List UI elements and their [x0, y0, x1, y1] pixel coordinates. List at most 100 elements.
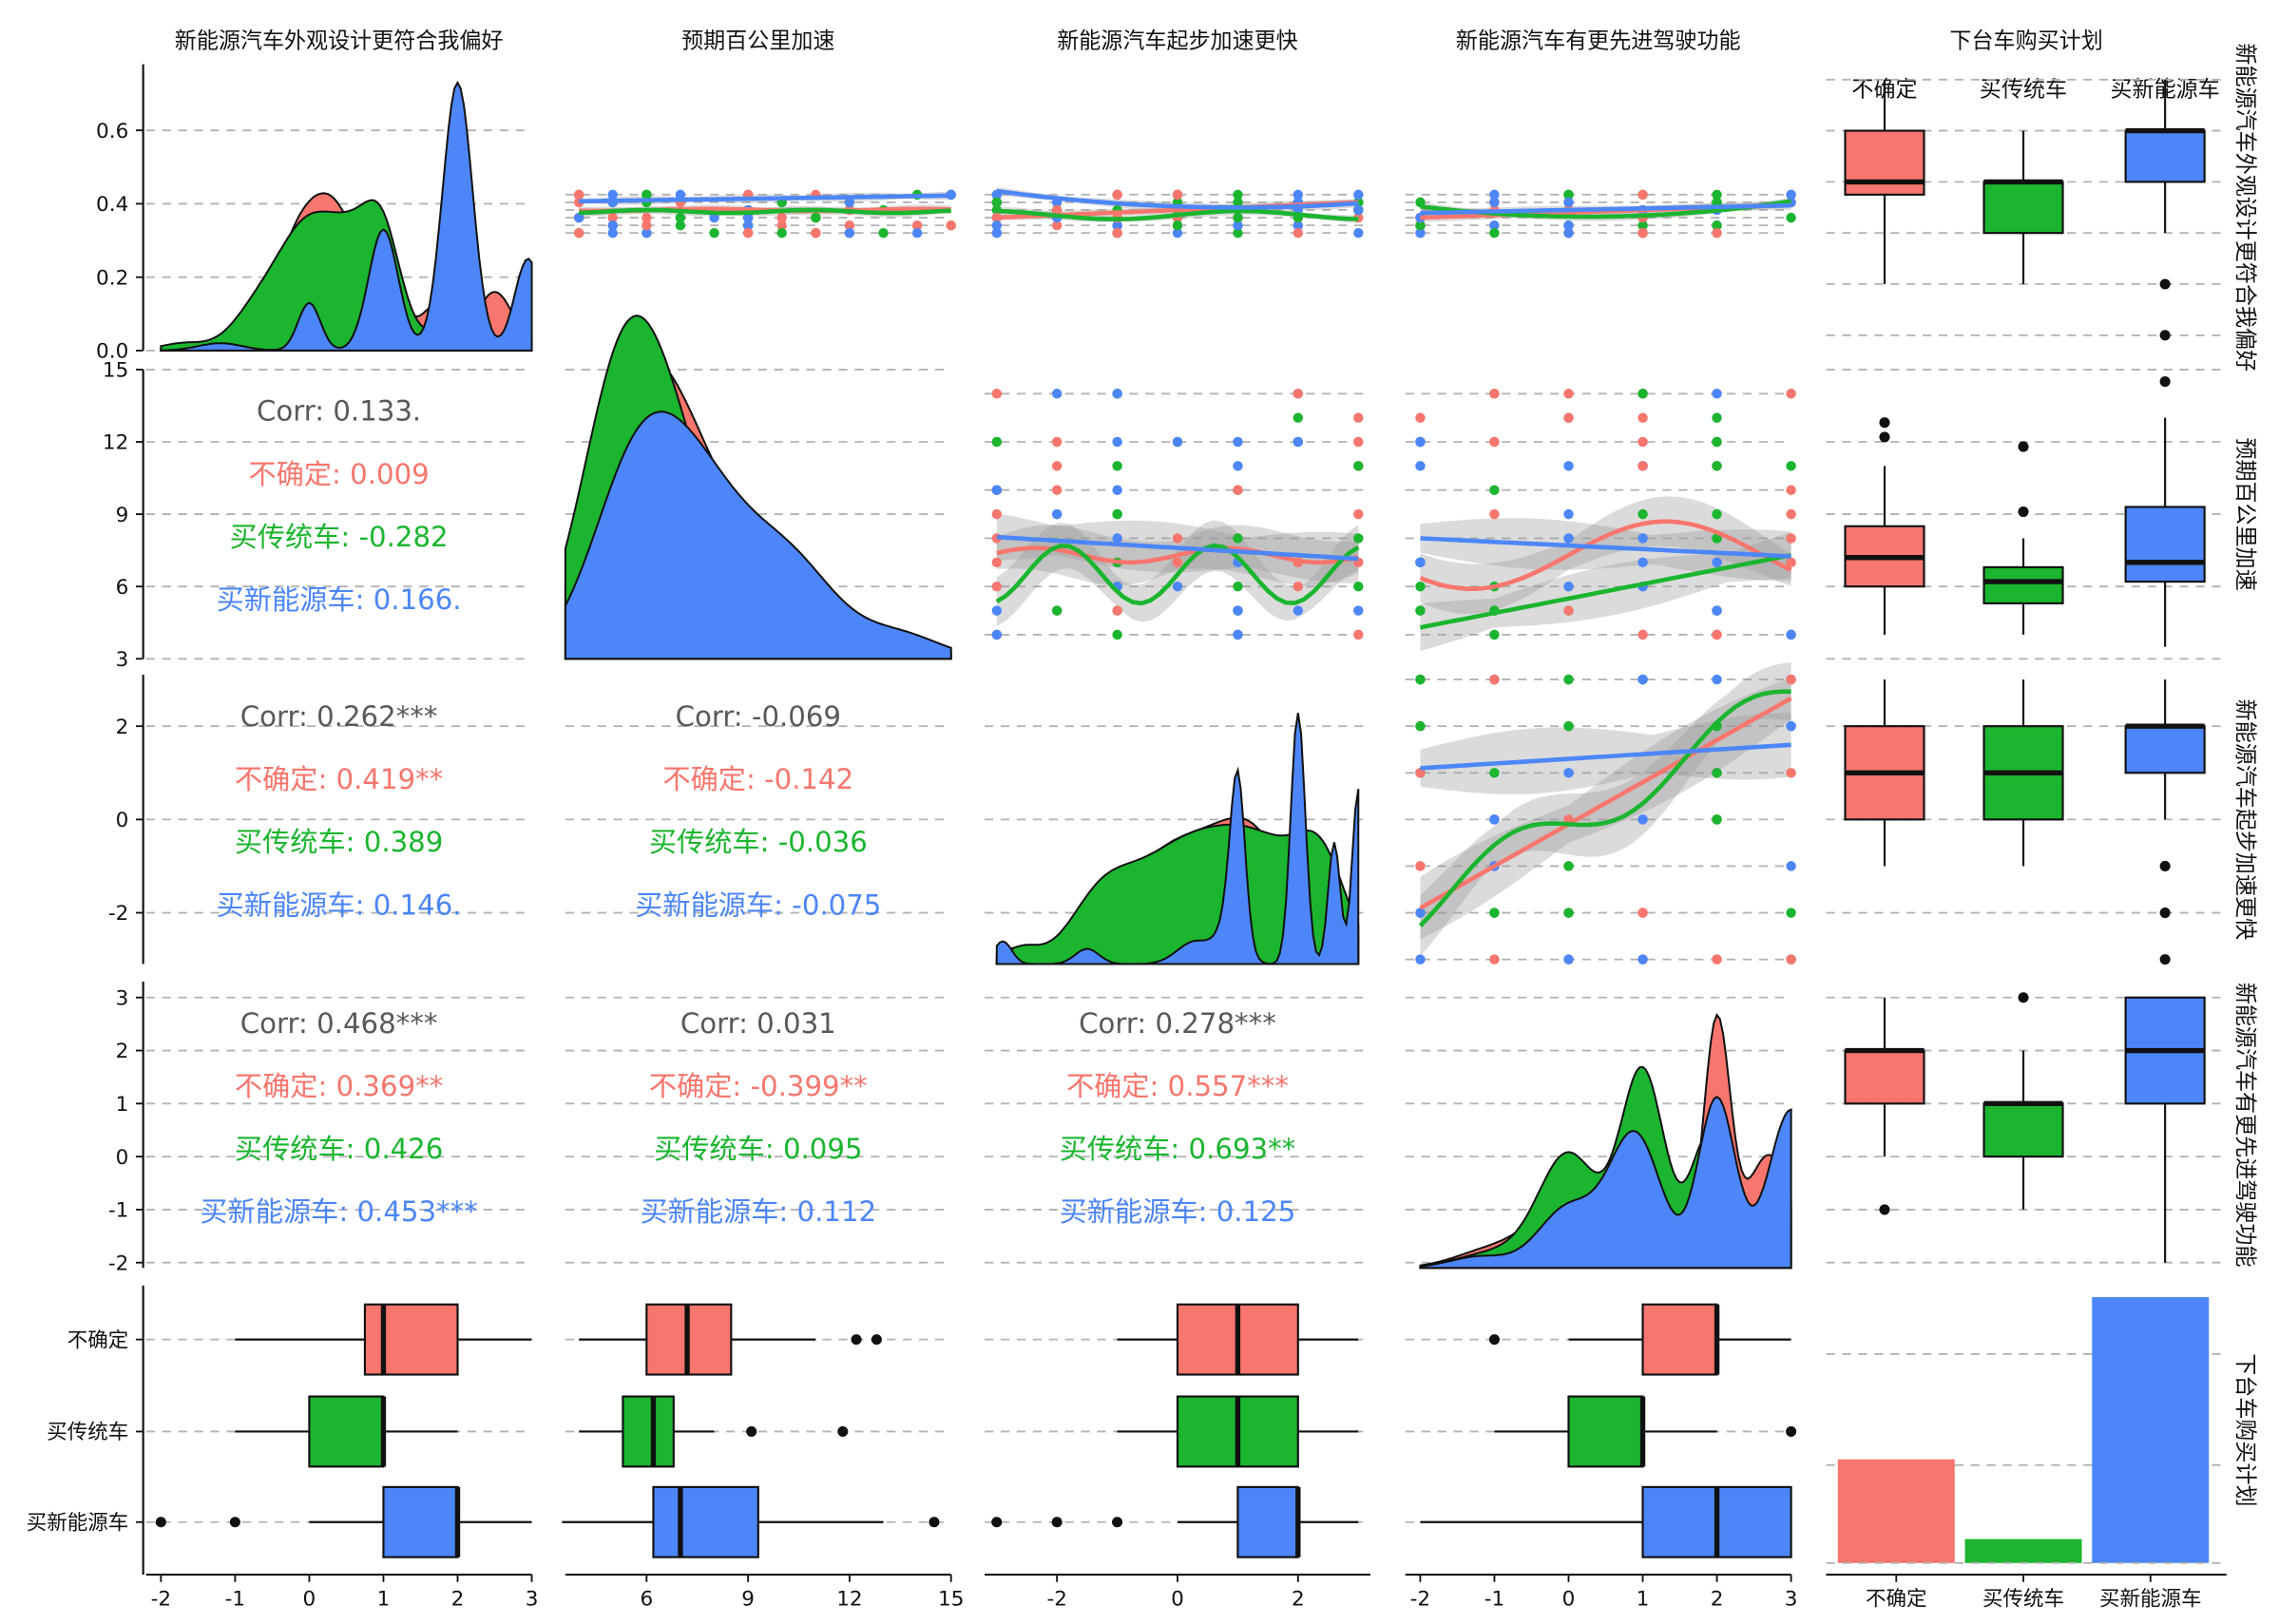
point-买传统车 — [1712, 768, 1722, 778]
point-不确定 — [1786, 485, 1796, 495]
point-买新能源车 — [1563, 461, 1574, 471]
corr-买新能源车: 买新能源车: 0.112 — [641, 1195, 877, 1228]
point-不确定 — [1051, 204, 1063, 216]
x-tick-label: 2 — [1711, 1587, 1724, 1611]
point-买新能源车 — [1712, 605, 1722, 616]
point-买传统车 — [1233, 227, 1243, 239]
y-tick-label: -2 — [108, 902, 128, 926]
point-买新能源车 — [1563, 227, 1574, 239]
point-买新能源车 — [1415, 954, 1426, 965]
point-买新能源车 — [1563, 768, 1574, 778]
point-买传统车 — [1637, 508, 1648, 520]
outlier — [1051, 1517, 1063, 1528]
point-不确定 — [1489, 674, 1500, 685]
y-tick-label: 0.4 — [96, 193, 128, 217]
corr-overall: Corr: -0.069 — [676, 700, 841, 733]
y-category-label: 买新能源车 — [27, 1511, 129, 1535]
point-买新能源车 — [1293, 189, 1304, 201]
outlier — [1112, 1517, 1123, 1528]
box-买新能源车 — [382, 1485, 459, 1558]
outlier — [2159, 954, 2171, 965]
bar-买传统车 — [1964, 1538, 2082, 1563]
point-买新能源车 — [991, 227, 1003, 239]
corr-买传统车: 买传统车: 0.693** — [1060, 1133, 1296, 1165]
point-不确定 — [1563, 605, 1574, 616]
y-category-label: 不确定 — [67, 1328, 129, 1352]
point-不确定 — [1563, 389, 1574, 399]
point-买传统车 — [1112, 461, 1122, 471]
point-买新能源车 — [1637, 674, 1648, 685]
density-买新能源车 — [159, 80, 533, 352]
point-买传统车 — [1786, 212, 1796, 223]
box-买新能源车 — [2124, 129, 2206, 183]
outlier — [2159, 376, 2171, 388]
point-买传统车 — [1712, 436, 1722, 448]
corr-买新能源车: 买新能源车: 0.125 — [1060, 1195, 1296, 1228]
point-不确定 — [573, 227, 584, 239]
point-买新能源车 — [1712, 557, 1722, 568]
point-买传统车 — [1563, 908, 1574, 918]
x-tick-label: 9 — [741, 1587, 755, 1611]
point-买新能源车 — [991, 220, 1003, 231]
smooth-line — [1419, 519, 1792, 591]
point-不确定 — [1637, 629, 1648, 640]
column-title: 新能源汽车起步加速更快 — [1057, 29, 1298, 54]
y-tick-label: 0 — [116, 809, 129, 832]
density-买新能源车 — [1419, 1096, 1792, 1270]
point-不确定 — [1415, 768, 1426, 778]
point-不确定 — [1637, 227, 1648, 239]
smooth-line — [996, 188, 1359, 210]
column-title: 新能源汽车外观设计更符合我偏好 — [175, 29, 504, 54]
x-tick-label: 12 — [836, 1587, 862, 1611]
x-tick-label: -2 — [1410, 1587, 1430, 1611]
column-title: 下台车购买计划 — [1949, 29, 2102, 54]
point-不确定 — [607, 212, 618, 223]
point-不确定 — [1233, 485, 1243, 495]
y-tick-label: -2 — [108, 1251, 128, 1275]
corr-不确定: 不确定: -0.399** — [649, 1070, 868, 1102]
confidence-band — [1420, 712, 1791, 794]
point-买传统车 — [1415, 674, 1426, 685]
point-买新能源车 — [1563, 581, 1574, 592]
y-tick-label: 2 — [116, 716, 129, 739]
point-买新能源车 — [991, 629, 1003, 640]
point-买新能源车 — [1172, 581, 1183, 592]
point-买新能源车 — [1051, 508, 1063, 520]
point-不确定 — [776, 212, 787, 223]
point-不确定 — [1489, 508, 1500, 520]
point-不确定 — [991, 581, 1003, 592]
smooth-line — [1420, 202, 1791, 216]
point-不确定 — [1293, 389, 1304, 399]
point-不确定 — [642, 212, 652, 223]
point-买新能源车 — [607, 220, 618, 231]
point-买传统车 — [1051, 605, 1063, 616]
outlier — [1488, 1334, 1500, 1346]
point-买新能源车 — [1172, 227, 1183, 239]
point-不确定 — [1637, 436, 1648, 448]
point-买传统车 — [1563, 674, 1574, 685]
confidence-band — [1420, 518, 1791, 582]
point-不确定 — [991, 389, 1003, 399]
x-tick-label: 3 — [1785, 1587, 1798, 1611]
point-买新能源车 — [1637, 533, 1648, 544]
x-tick-label: 6 — [640, 1587, 653, 1611]
point-买新能源车 — [911, 227, 923, 239]
point-不确定 — [1353, 412, 1364, 423]
point-买传统车 — [1712, 412, 1722, 423]
point-买新能源车 — [1637, 954, 1648, 965]
point-买传统车 — [1712, 508, 1722, 520]
point-不确定 — [1489, 389, 1500, 399]
point-不确定 — [1786, 674, 1796, 685]
point-买传统车 — [1489, 768, 1500, 778]
point-买传统车 — [991, 436, 1003, 448]
point-买新能源车 — [607, 189, 618, 201]
x-tick-label: 1 — [377, 1587, 391, 1611]
outlier — [1879, 431, 1890, 443]
point-买新能源车 — [1415, 461, 1426, 471]
point-买新能源车 — [1415, 557, 1426, 568]
outlier — [746, 1425, 757, 1437]
corr-不确定: 不确定: 0.557*** — [1066, 1070, 1289, 1102]
y-tick-label: 1 — [116, 1093, 129, 1117]
point-买新能源车 — [1563, 197, 1574, 208]
point-买传统车 — [1293, 412, 1304, 423]
